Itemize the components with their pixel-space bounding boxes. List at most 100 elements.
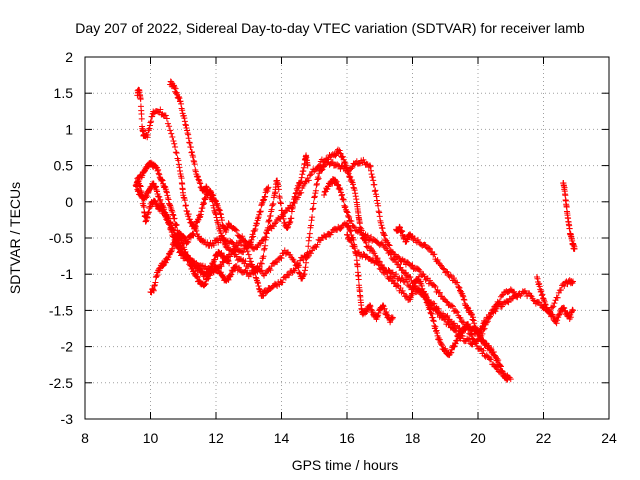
data-point: [444, 269, 451, 276]
data-point: [348, 218, 355, 225]
data-point: [370, 177, 377, 184]
data-point: [176, 167, 183, 174]
data-point: [250, 233, 257, 240]
data-point: [304, 162, 311, 169]
data-point: [198, 208, 205, 215]
data-point: [267, 212, 274, 219]
data-point: [422, 290, 429, 297]
data-point: [144, 131, 151, 138]
data-point: [277, 200, 284, 207]
data-point: [450, 275, 457, 282]
data-point: [168, 248, 175, 255]
data-point: [167, 127, 174, 134]
data-point: [173, 149, 180, 156]
data-point: [468, 310, 475, 317]
data-point: [285, 271, 292, 278]
data-point: [471, 320, 478, 327]
data-point: [551, 300, 558, 307]
data-point: [170, 227, 177, 234]
data-point: [194, 173, 201, 180]
data-point: [315, 174, 322, 181]
data-point: [171, 140, 178, 147]
data-point: [444, 312, 451, 319]
data-point: [156, 267, 163, 274]
data-point: [540, 295, 547, 302]
data-point: [190, 157, 197, 164]
data-point: [380, 229, 387, 236]
data-point: [459, 292, 466, 299]
data-point: [170, 227, 177, 234]
data-point: [175, 157, 182, 164]
data-point: [436, 289, 443, 296]
data-point: [386, 242, 393, 249]
data-point: [252, 269, 259, 276]
data-point: [306, 234, 313, 241]
data-layer: [132, 78, 578, 383]
series-track-i: [533, 274, 576, 327]
data-point: [138, 115, 145, 122]
data-point: [456, 284, 463, 291]
x-tick-label: 10: [143, 430, 159, 446]
data-point: [460, 296, 467, 303]
x-tick-label: 8: [81, 430, 89, 446]
data-point: [360, 156, 367, 163]
data-point: [333, 178, 340, 185]
data-point: [389, 314, 396, 321]
data-point: [216, 207, 223, 214]
data-point: [168, 130, 175, 137]
data-point: [221, 240, 228, 247]
data-point: [460, 293, 467, 300]
data-point: [399, 287, 406, 294]
data-point: [394, 282, 401, 289]
data-point: [204, 239, 211, 246]
data-point: [269, 283, 276, 290]
data-point: [380, 302, 387, 309]
data-point: [569, 278, 576, 285]
data-point: [182, 202, 189, 209]
data-point: [166, 251, 173, 258]
data-point: [569, 306, 576, 313]
data-point: [173, 232, 180, 239]
data-point: [381, 232, 388, 239]
data-point: [200, 199, 207, 206]
data-point: [207, 188, 214, 195]
data-point: [553, 320, 560, 327]
data-point: [430, 318, 437, 325]
data-point: [381, 231, 388, 238]
data-point: [270, 223, 277, 230]
data-point: [202, 263, 209, 270]
data-point: [310, 200, 317, 207]
data-point: [313, 180, 320, 187]
data-point: [213, 201, 220, 208]
data-point: [251, 268, 258, 275]
data-point: [176, 95, 183, 102]
data-point: [345, 212, 352, 219]
data-point: [376, 213, 383, 220]
data-point: [314, 241, 321, 248]
data-point: [211, 256, 218, 263]
data-point: [174, 237, 181, 244]
data-point: [289, 204, 296, 211]
data-point: [336, 147, 343, 154]
data-point: [450, 343, 457, 350]
data-point: [226, 260, 233, 267]
data-point: [346, 226, 353, 233]
data-point: [321, 192, 328, 199]
data-point: [169, 133, 176, 140]
data-point: [471, 339, 478, 346]
series-track-k: [321, 176, 465, 336]
data-point: [286, 272, 293, 279]
x-tick-label: 18: [405, 430, 421, 446]
data-point: [175, 93, 182, 100]
data-point: [305, 243, 312, 250]
data-point: [431, 251, 438, 258]
data-point: [218, 214, 225, 221]
data-point: [561, 307, 568, 314]
data-point: [454, 337, 461, 344]
data-point: [258, 202, 265, 209]
data-point: [170, 137, 177, 144]
y-tick-label: -1: [61, 266, 74, 282]
data-point: [496, 362, 503, 369]
data-point: [353, 196, 360, 203]
data-point: [177, 98, 184, 105]
